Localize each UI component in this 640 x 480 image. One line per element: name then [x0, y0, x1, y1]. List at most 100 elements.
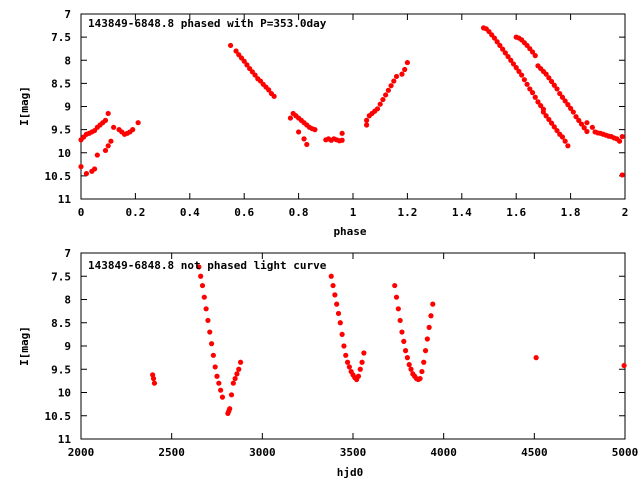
data-point: [562, 138, 568, 144]
y-tick-label: 8.5: [51, 317, 71, 330]
data-point: [589, 124, 595, 130]
data-point: [312, 127, 318, 133]
data-point: [401, 338, 407, 344]
data-point: [393, 294, 400, 300]
data-point: [332, 292, 338, 298]
data-point: [383, 92, 389, 98]
data-point: [565, 102, 571, 108]
data-point: [94, 152, 100, 158]
data-point: [337, 320, 343, 326]
data-point: [385, 87, 391, 93]
x-tick-label: 2000: [68, 446, 95, 459]
data-point: [532, 53, 538, 59]
data-point: [392, 282, 398, 289]
data-point: [402, 348, 409, 354]
y-tick-label: 11: [58, 193, 72, 206]
data-point: [524, 81, 530, 87]
data-point: [214, 373, 220, 379]
data-point: [548, 78, 555, 85]
y-tick-labels: 7 7.5 8 8.5 9 9.5 10 10.5 11: [45, 8, 72, 206]
data-point: [406, 362, 412, 368]
data-point: [532, 94, 538, 100]
data-point: [557, 90, 563, 97]
data-point: [227, 406, 233, 412]
y-tick-label: 10.5: [45, 170, 72, 183]
data-point: [344, 359, 351, 365]
data-point: [543, 113, 549, 119]
data-point: [241, 58, 247, 64]
data-point: [102, 147, 109, 154]
y-tick-label: 10: [58, 147, 71, 160]
data-point: [377, 101, 383, 107]
data-point: [364, 122, 370, 128]
data-point: [92, 166, 98, 172]
x-tick-label: 3500: [340, 446, 367, 459]
x-tick-label: 2500: [158, 446, 185, 459]
data-point: [417, 375, 423, 382]
x-tick-label: 1.4: [452, 206, 472, 219]
x-tick-label: 0.2: [125, 206, 145, 219]
y-tick-label: 9: [64, 340, 71, 353]
y-tick-label: 7.5: [51, 270, 71, 283]
data-point: [346, 364, 352, 370]
data-point: [150, 375, 157, 382]
data-point: [513, 65, 519, 71]
data-point: [529, 49, 536, 55]
data-point: [529, 90, 536, 96]
data-point: [201, 294, 207, 300]
data-point: [395, 306, 401, 312]
data-point: [551, 124, 557, 130]
y-tick-label: 9: [64, 101, 71, 114]
data-point: [573, 114, 579, 120]
data-point: [584, 120, 590, 126]
data-point: [521, 77, 527, 83]
y-tick-label: 10.5: [45, 410, 72, 423]
data-point: [78, 164, 84, 170]
data-points: [78, 25, 625, 178]
data-point: [562, 98, 568, 104]
data-point: [198, 273, 204, 279]
data-point: [271, 93, 277, 99]
data-point: [619, 172, 625, 178]
data-point: [393, 73, 400, 80]
data-point: [304, 141, 310, 148]
data-point: [341, 343, 347, 349]
data-point: [232, 375, 238, 382]
data-point: [578, 121, 585, 127]
y-tick-label: 11: [58, 433, 72, 446]
data-point: [212, 364, 218, 370]
data-point: [404, 355, 410, 361]
data-point: [83, 170, 90, 177]
data-point: [502, 50, 508, 56]
data-point: [543, 71, 549, 77]
data-point: [500, 46, 506, 52]
data-point: [252, 72, 258, 78]
x-tick-label: 1.2: [397, 206, 417, 219]
x-tick-label: 0.6: [234, 206, 254, 219]
y-tick-label: 9.5: [51, 124, 71, 137]
data-point: [218, 387, 224, 393]
data-point: [535, 99, 541, 105]
x-tick-label: 5000: [612, 446, 639, 459]
data-point: [108, 138, 114, 144]
data-point: [374, 106, 381, 112]
data-point: [554, 86, 560, 92]
data-point: [497, 42, 503, 49]
data-point: [228, 392, 235, 398]
data-point: [581, 125, 587, 131]
data-point: [408, 366, 414, 372]
y-tick-label: 8: [64, 294, 71, 307]
data-point: [519, 72, 525, 78]
data-point: [130, 127, 136, 133]
data-point: [404, 59, 410, 66]
data-point: [236, 366, 242, 372]
data-point: [199, 282, 206, 289]
data-point: [430, 301, 436, 307]
data-point: [619, 133, 625, 140]
data-point: [105, 143, 111, 149]
x-tick-label: 4000: [430, 446, 457, 459]
y-tick-label: 7: [64, 247, 71, 260]
data-point: [328, 273, 334, 279]
data-point: [135, 120, 141, 126]
chart-title: 143849-6848.8 phased with P=353.0day: [88, 17, 327, 30]
